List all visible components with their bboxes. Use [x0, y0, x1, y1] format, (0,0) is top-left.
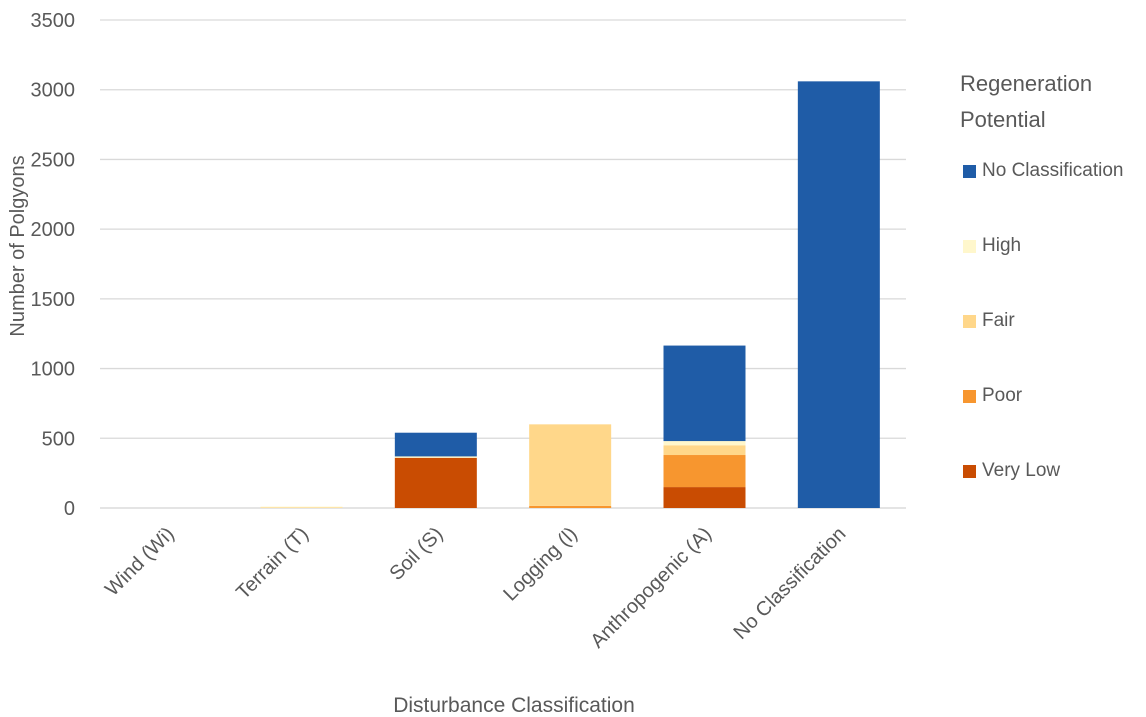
legend-swatch: [963, 464, 976, 478]
x-tick-labels: Wind (Wi) Terrain (T) Soil (S) Logging (l) A…: [101, 523, 850, 653]
y-tick-label: 2500: [31, 149, 76, 171]
legend-swatch: [963, 239, 976, 253]
bar-segment: [663, 445, 746, 456]
legend-item: Poor: [963, 385, 1022, 407]
x-tick-label: Logging (l): [499, 523, 581, 605]
bars: [260, 81, 880, 508]
y-tick-label: 2000: [31, 219, 76, 241]
gridlines: [100, 19, 906, 509]
x-tick-label: No Classification: [729, 523, 850, 644]
y-tick-label: 0: [64, 498, 75, 520]
bar-segment: [260, 507, 343, 508]
bar-segment: [663, 455, 746, 488]
legend-label: High: [982, 235, 1022, 256]
legend-label: Very Low: [982, 460, 1061, 481]
legend-item: High: [963, 235, 1021, 257]
x-tick-label: Anthropogenic (A): [586, 523, 716, 653]
legend-label: Fair: [982, 310, 1015, 331]
x-tick-label: Terrain (T): [232, 523, 313, 604]
legend-label: Poor: [982, 385, 1023, 406]
bar-segment: [529, 505, 612, 508]
legend-label: No Classification: [982, 160, 1124, 181]
y-tick-labels: 0 500 1000 1500 2000 2500 3000 3500: [31, 10, 76, 520]
legend-swatch: [963, 314, 976, 328]
bar-segment: [663, 345, 746, 442]
legend-item: Fair: [963, 310, 1015, 332]
y-tick-label: 3000: [31, 80, 76, 102]
bar-segment: [394, 457, 477, 508]
bar-segment: [797, 81, 880, 508]
bar-segment: [394, 456, 477, 458]
bar-segment: [663, 487, 746, 508]
x-tick-label: Soil (S): [385, 523, 447, 585]
x-tick-label: Wind (Wi): [101, 523, 179, 601]
bar-segment: [394, 432, 477, 457]
y-tick-label: 500: [42, 428, 75, 450]
legend-title: Regeneration Potential: [960, 71, 1093, 132]
y-tick-label: 1500: [31, 289, 76, 311]
legend-swatch: [963, 389, 976, 403]
y-tick-label: 3500: [31, 10, 76, 32]
legend-swatch: [963, 164, 976, 178]
bar-segment: [260, 506, 343, 508]
x-axis-label: Disturbance Classification: [393, 694, 635, 717]
legend-item: No Classification: [963, 160, 1124, 182]
y-tick-label: 1000: [31, 359, 76, 381]
y-axis-label: Number of Polgyons: [7, 155, 29, 336]
legend-item: Very Low: [963, 460, 1060, 482]
bar-segment: [529, 424, 612, 506]
bar-segment: [663, 441, 746, 446]
